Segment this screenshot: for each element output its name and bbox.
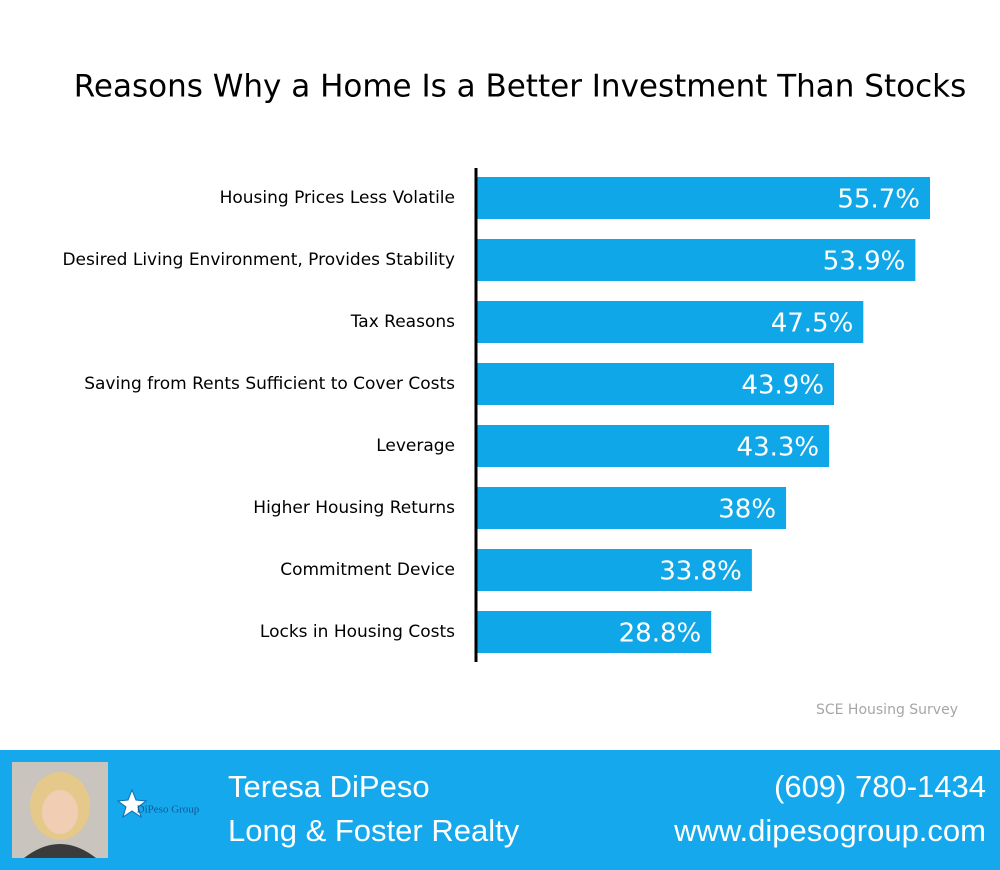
chart-title: Reasons Why a Home Is a Better Investmen… xyxy=(74,69,967,105)
category-label: Saving from Rents Sufficient to Cover Co… xyxy=(84,374,455,394)
value-label: 47.5% xyxy=(771,309,854,339)
value-label: 43.9% xyxy=(741,371,824,401)
bar xyxy=(477,177,930,219)
bar xyxy=(477,425,830,467)
category-label: Commitment Device xyxy=(280,560,455,580)
value-label: 33.8% xyxy=(659,557,742,587)
bar xyxy=(477,301,864,343)
value-label: 53.9% xyxy=(823,247,906,277)
phone[interactable]: (609) 780-1434 xyxy=(774,769,986,804)
category-label: Desired Living Environment, Provides Sta… xyxy=(62,250,455,270)
bar xyxy=(477,239,916,281)
agent-name: Teresa DiPeso xyxy=(228,769,430,804)
category-label: Housing Prices Less Volatile xyxy=(220,188,455,208)
logo: DiPeso Group xyxy=(116,788,200,819)
bar xyxy=(477,611,712,653)
category-label: Locks in Housing Costs xyxy=(260,622,455,642)
footer-band xyxy=(0,750,1000,870)
website[interactable]: www.dipesogroup.com xyxy=(673,813,986,848)
value-label: 55.7% xyxy=(837,185,920,215)
logo-text: DiPeso Group xyxy=(137,804,200,816)
value-label: 43.3% xyxy=(737,433,820,463)
agent-photo xyxy=(12,762,108,858)
value-label: 28.8% xyxy=(619,619,702,649)
category-label: Higher Housing Returns xyxy=(253,498,455,518)
category-label: Tax Reasons xyxy=(350,312,455,332)
bar xyxy=(477,363,835,405)
category-label: Leverage xyxy=(376,436,455,456)
company: Long & Foster Realty xyxy=(228,813,520,848)
bar xyxy=(477,549,752,591)
value-label: 38% xyxy=(718,495,776,525)
source: SCE Housing Survey xyxy=(816,702,958,718)
bar xyxy=(477,487,787,529)
